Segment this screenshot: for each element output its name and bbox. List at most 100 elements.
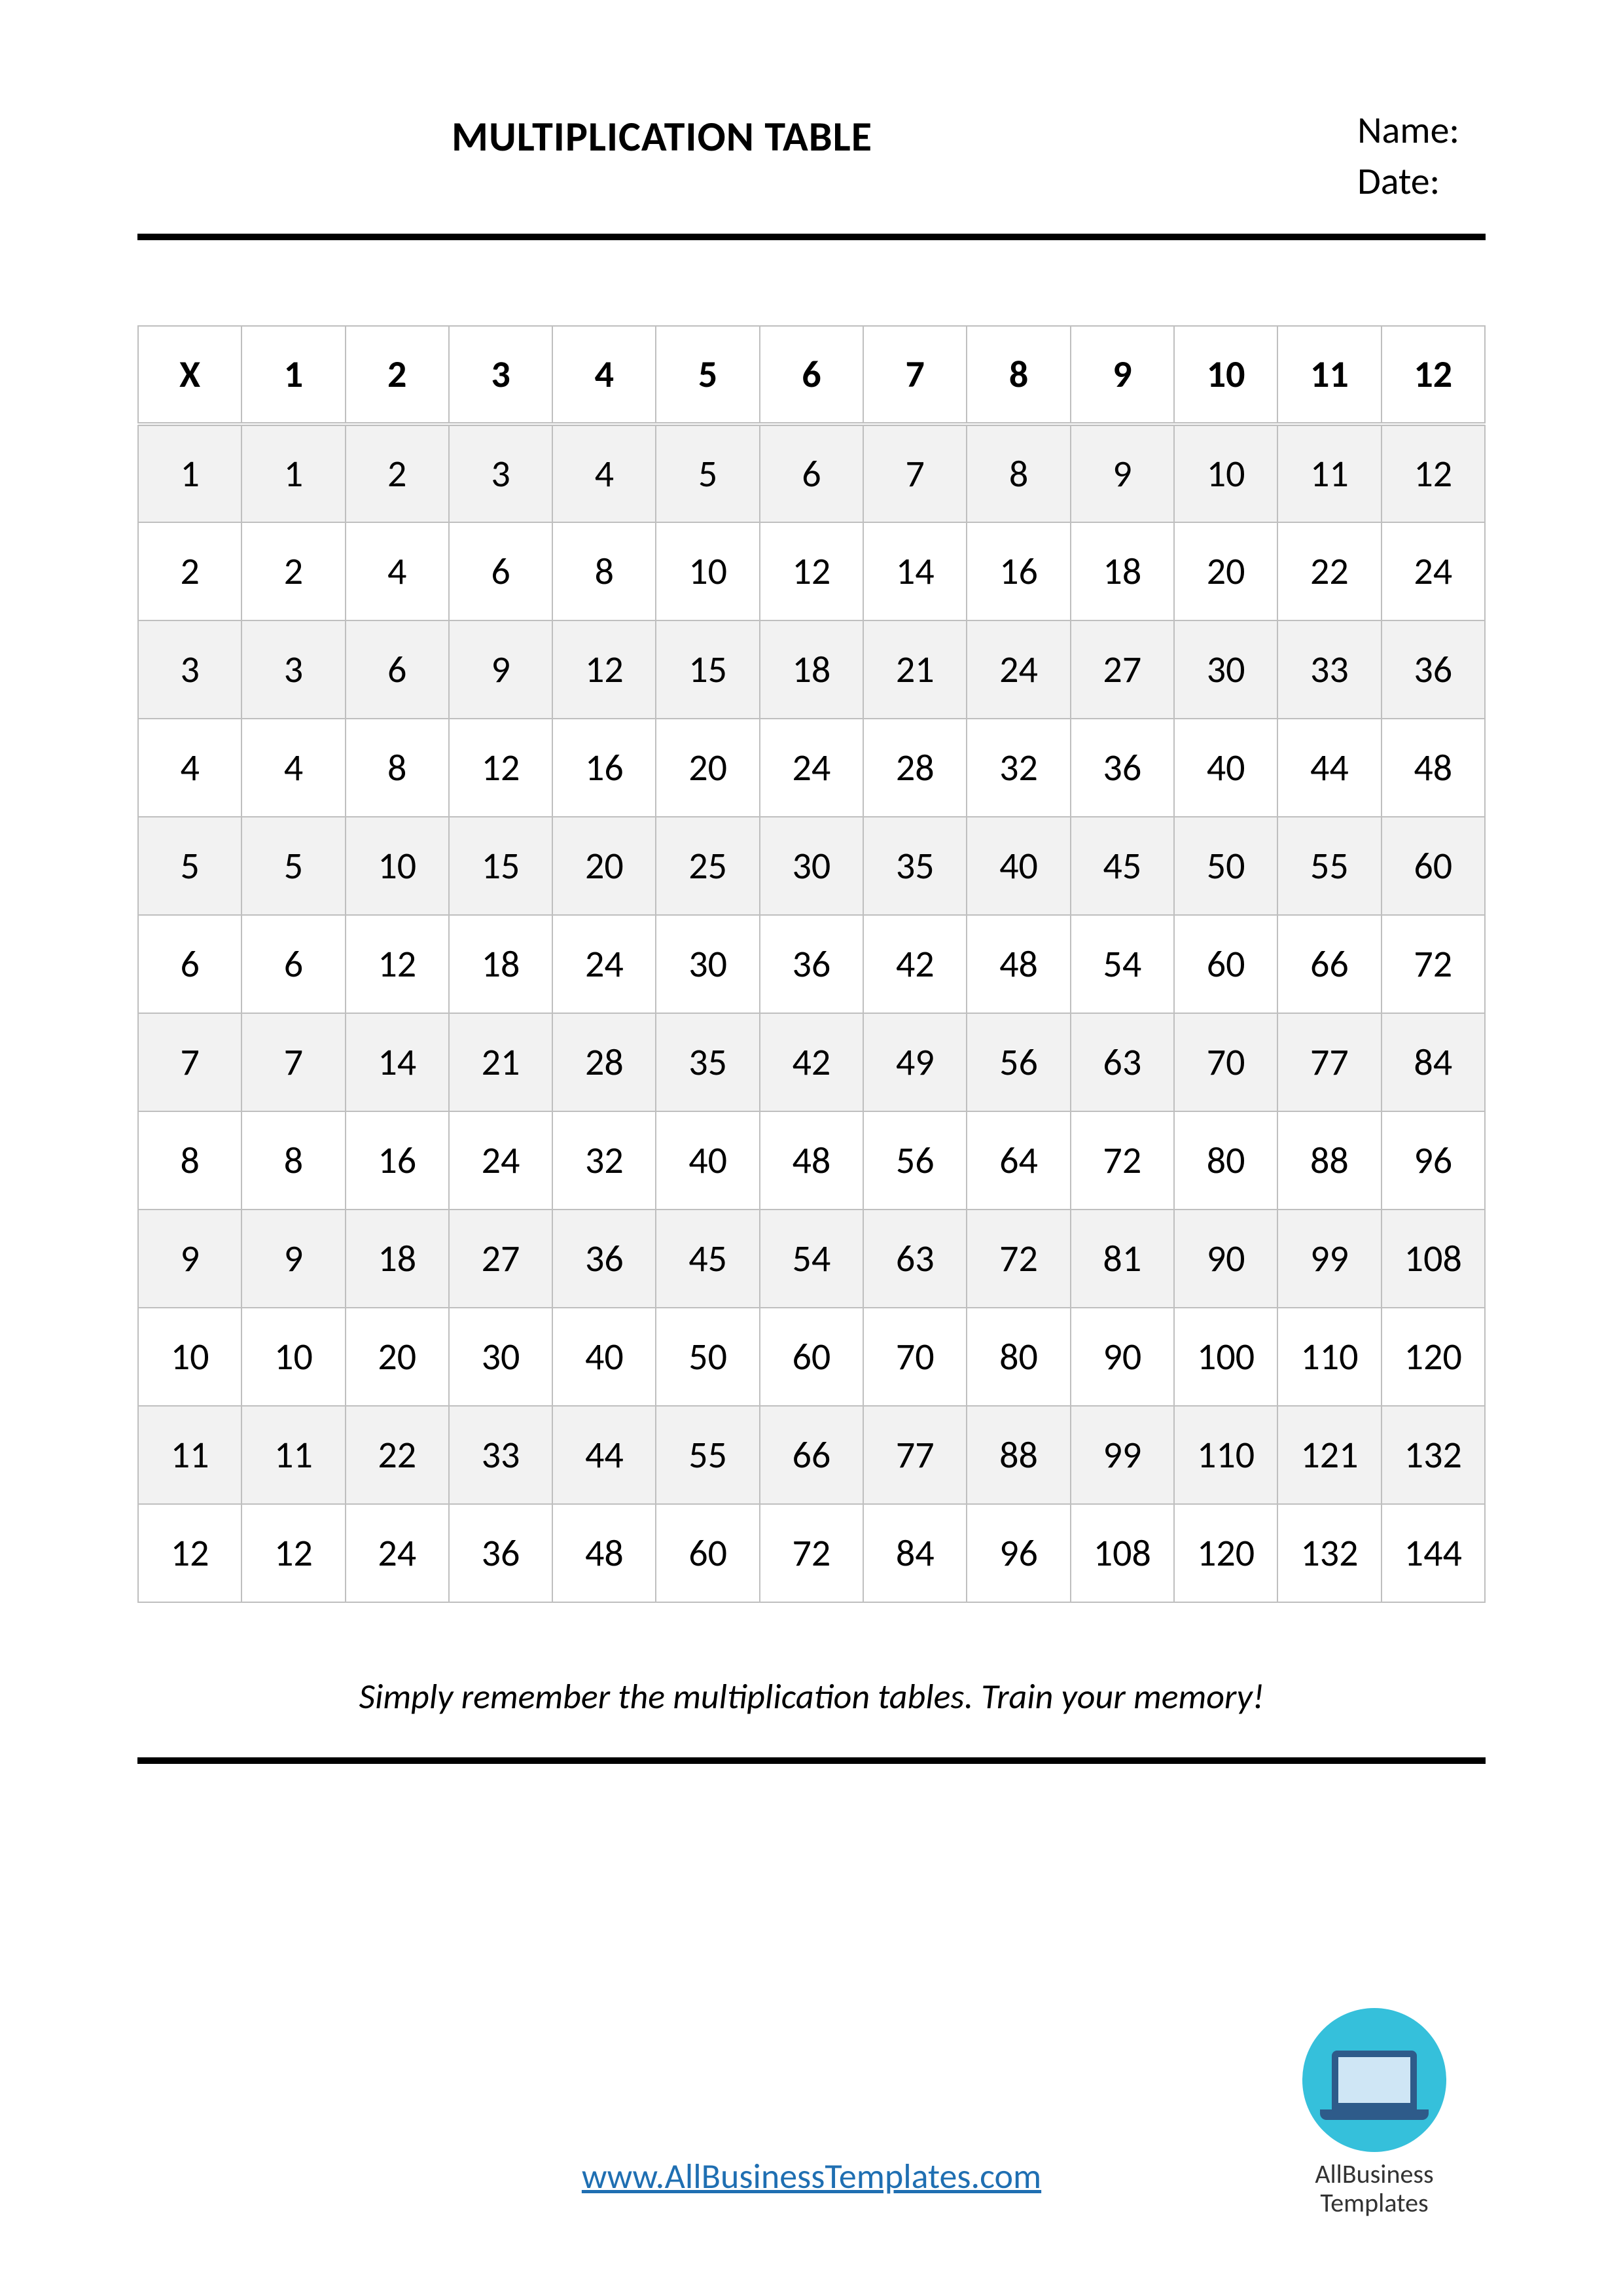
table-cell: 12 [449, 719, 552, 817]
table-cell: 27 [449, 1210, 552, 1308]
table-cell: 18 [346, 1210, 449, 1308]
logo-line1: AllBusiness [1315, 2158, 1433, 2190]
table-cell: 60 [1174, 915, 1277, 1013]
table-cell: 15 [449, 817, 552, 915]
table-cell: 42 [863, 915, 967, 1013]
table-cell: 72 [760, 1504, 863, 1602]
table-cell: 20 [346, 1308, 449, 1406]
column-header: 1 [241, 326, 345, 424]
top-rule [137, 234, 1486, 240]
table-cell: 80 [1174, 1111, 1277, 1210]
table-cell: 33 [449, 1406, 552, 1504]
table-cell: 88 [967, 1406, 1070, 1504]
table-cell: 77 [1277, 1013, 1381, 1111]
table-cell: 100 [1174, 1308, 1277, 1406]
table-cell: 8 [241, 1111, 345, 1210]
table-cell: 60 [1382, 817, 1485, 915]
table-cell: 40 [967, 817, 1070, 915]
column-header: 11 [1277, 326, 1381, 424]
table-cell: 54 [1071, 915, 1174, 1013]
table-cell: 88 [1277, 1111, 1381, 1210]
table-cell: 48 [760, 1111, 863, 1210]
table-row: 224681012141618202224 [138, 522, 1485, 620]
table-cell: 12 [760, 522, 863, 620]
table-body: 1123456789101112224681012141618202224336… [138, 424, 1485, 1602]
table-cell: 22 [1277, 522, 1381, 620]
table-cell: 8 [552, 522, 656, 620]
table-cell: 36 [1071, 719, 1174, 817]
table-cell: 4 [346, 522, 449, 620]
table-cell: 9 [241, 1210, 345, 1308]
column-header: 7 [863, 326, 967, 424]
table-cell: 10 [1174, 424, 1277, 522]
logo-block: AllBusiness Templates [1276, 2008, 1472, 2217]
table-cell: 24 [346, 1504, 449, 1602]
table-cell: 48 [1382, 719, 1485, 817]
row-label: 10 [138, 1308, 241, 1406]
table-cell: 84 [863, 1504, 967, 1602]
table-cell: 14 [346, 1013, 449, 1111]
table-cell: 8 [967, 424, 1070, 522]
row-label: 8 [138, 1111, 241, 1210]
table-cell: 40 [552, 1308, 656, 1406]
table-cell: 110 [1277, 1308, 1381, 1406]
table-row: 11112233445566778899110121132 [138, 1406, 1485, 1504]
table-cell: 63 [1071, 1013, 1174, 1111]
table-cell: 40 [1174, 719, 1277, 817]
table-cell: 14 [863, 522, 967, 620]
table-cell: 8 [346, 719, 449, 817]
table-cell: 120 [1174, 1504, 1277, 1602]
table-cell: 56 [967, 1013, 1070, 1111]
header: MULTIPLICATION TABLE Name: Date: [137, 105, 1486, 207]
table-cell: 36 [760, 915, 863, 1013]
table-cell: 22 [346, 1406, 449, 1504]
logo-icon [1302, 2008, 1446, 2152]
table-cell: 56 [863, 1111, 967, 1210]
table-cell: 132 [1382, 1406, 1485, 1504]
table-cell: 72 [1071, 1111, 1174, 1210]
table-corner: X [138, 326, 241, 424]
table-cell: 6 [760, 424, 863, 522]
table-cell: 5 [656, 424, 759, 522]
table-cell: 132 [1277, 1504, 1381, 1602]
table-cell: 144 [1382, 1504, 1485, 1602]
table-cell: 90 [1071, 1308, 1174, 1406]
table-cell: 11 [1277, 424, 1381, 522]
page-title: MULTIPLICATION TABLE [452, 111, 872, 162]
table-row: 3369121518212427303336 [138, 620, 1485, 719]
table-row: 881624324048566472808896 [138, 1111, 1485, 1210]
column-header: 2 [346, 326, 449, 424]
table-cell: 35 [656, 1013, 759, 1111]
column-header: 12 [1382, 326, 1485, 424]
laptop-icon [1332, 2051, 1417, 2109]
table-cell: 48 [552, 1504, 656, 1602]
table-cell: 2 [346, 424, 449, 522]
table-cell: 33 [1277, 620, 1381, 719]
table-cell: 49 [863, 1013, 967, 1111]
table-cell: 28 [863, 719, 967, 817]
table-cell: 20 [552, 817, 656, 915]
multiplication-table: X123456789101112 11234567891011122246810… [137, 325, 1486, 1603]
table-cell: 72 [967, 1210, 1070, 1308]
table-cell: 90 [1174, 1210, 1277, 1308]
table-cell: 44 [1277, 719, 1381, 817]
table-cell: 48 [967, 915, 1070, 1013]
table-row: 1123456789101112 [138, 424, 1485, 522]
table-cell: 11 [241, 1406, 345, 1504]
row-label: 3 [138, 620, 241, 719]
table-cell: 12 [346, 915, 449, 1013]
table-cell: 50 [656, 1308, 759, 1406]
table-cell: 80 [967, 1308, 1070, 1406]
footer-link[interactable]: www.AllBusinessTemplates.com [582, 2155, 1041, 2198]
column-header: 6 [760, 326, 863, 424]
table-row: 10102030405060708090100110120 [138, 1308, 1485, 1406]
table-cell: 27 [1071, 620, 1174, 719]
table-cell: 12 [552, 620, 656, 719]
table-cell: 24 [760, 719, 863, 817]
table-cell: 60 [656, 1504, 759, 1602]
table-cell: 9 [1071, 424, 1174, 522]
table-row: 44812162024283236404448 [138, 719, 1485, 817]
table-cell: 84 [1382, 1013, 1485, 1111]
table-cell: 50 [1174, 817, 1277, 915]
table-cell: 4 [241, 719, 345, 817]
